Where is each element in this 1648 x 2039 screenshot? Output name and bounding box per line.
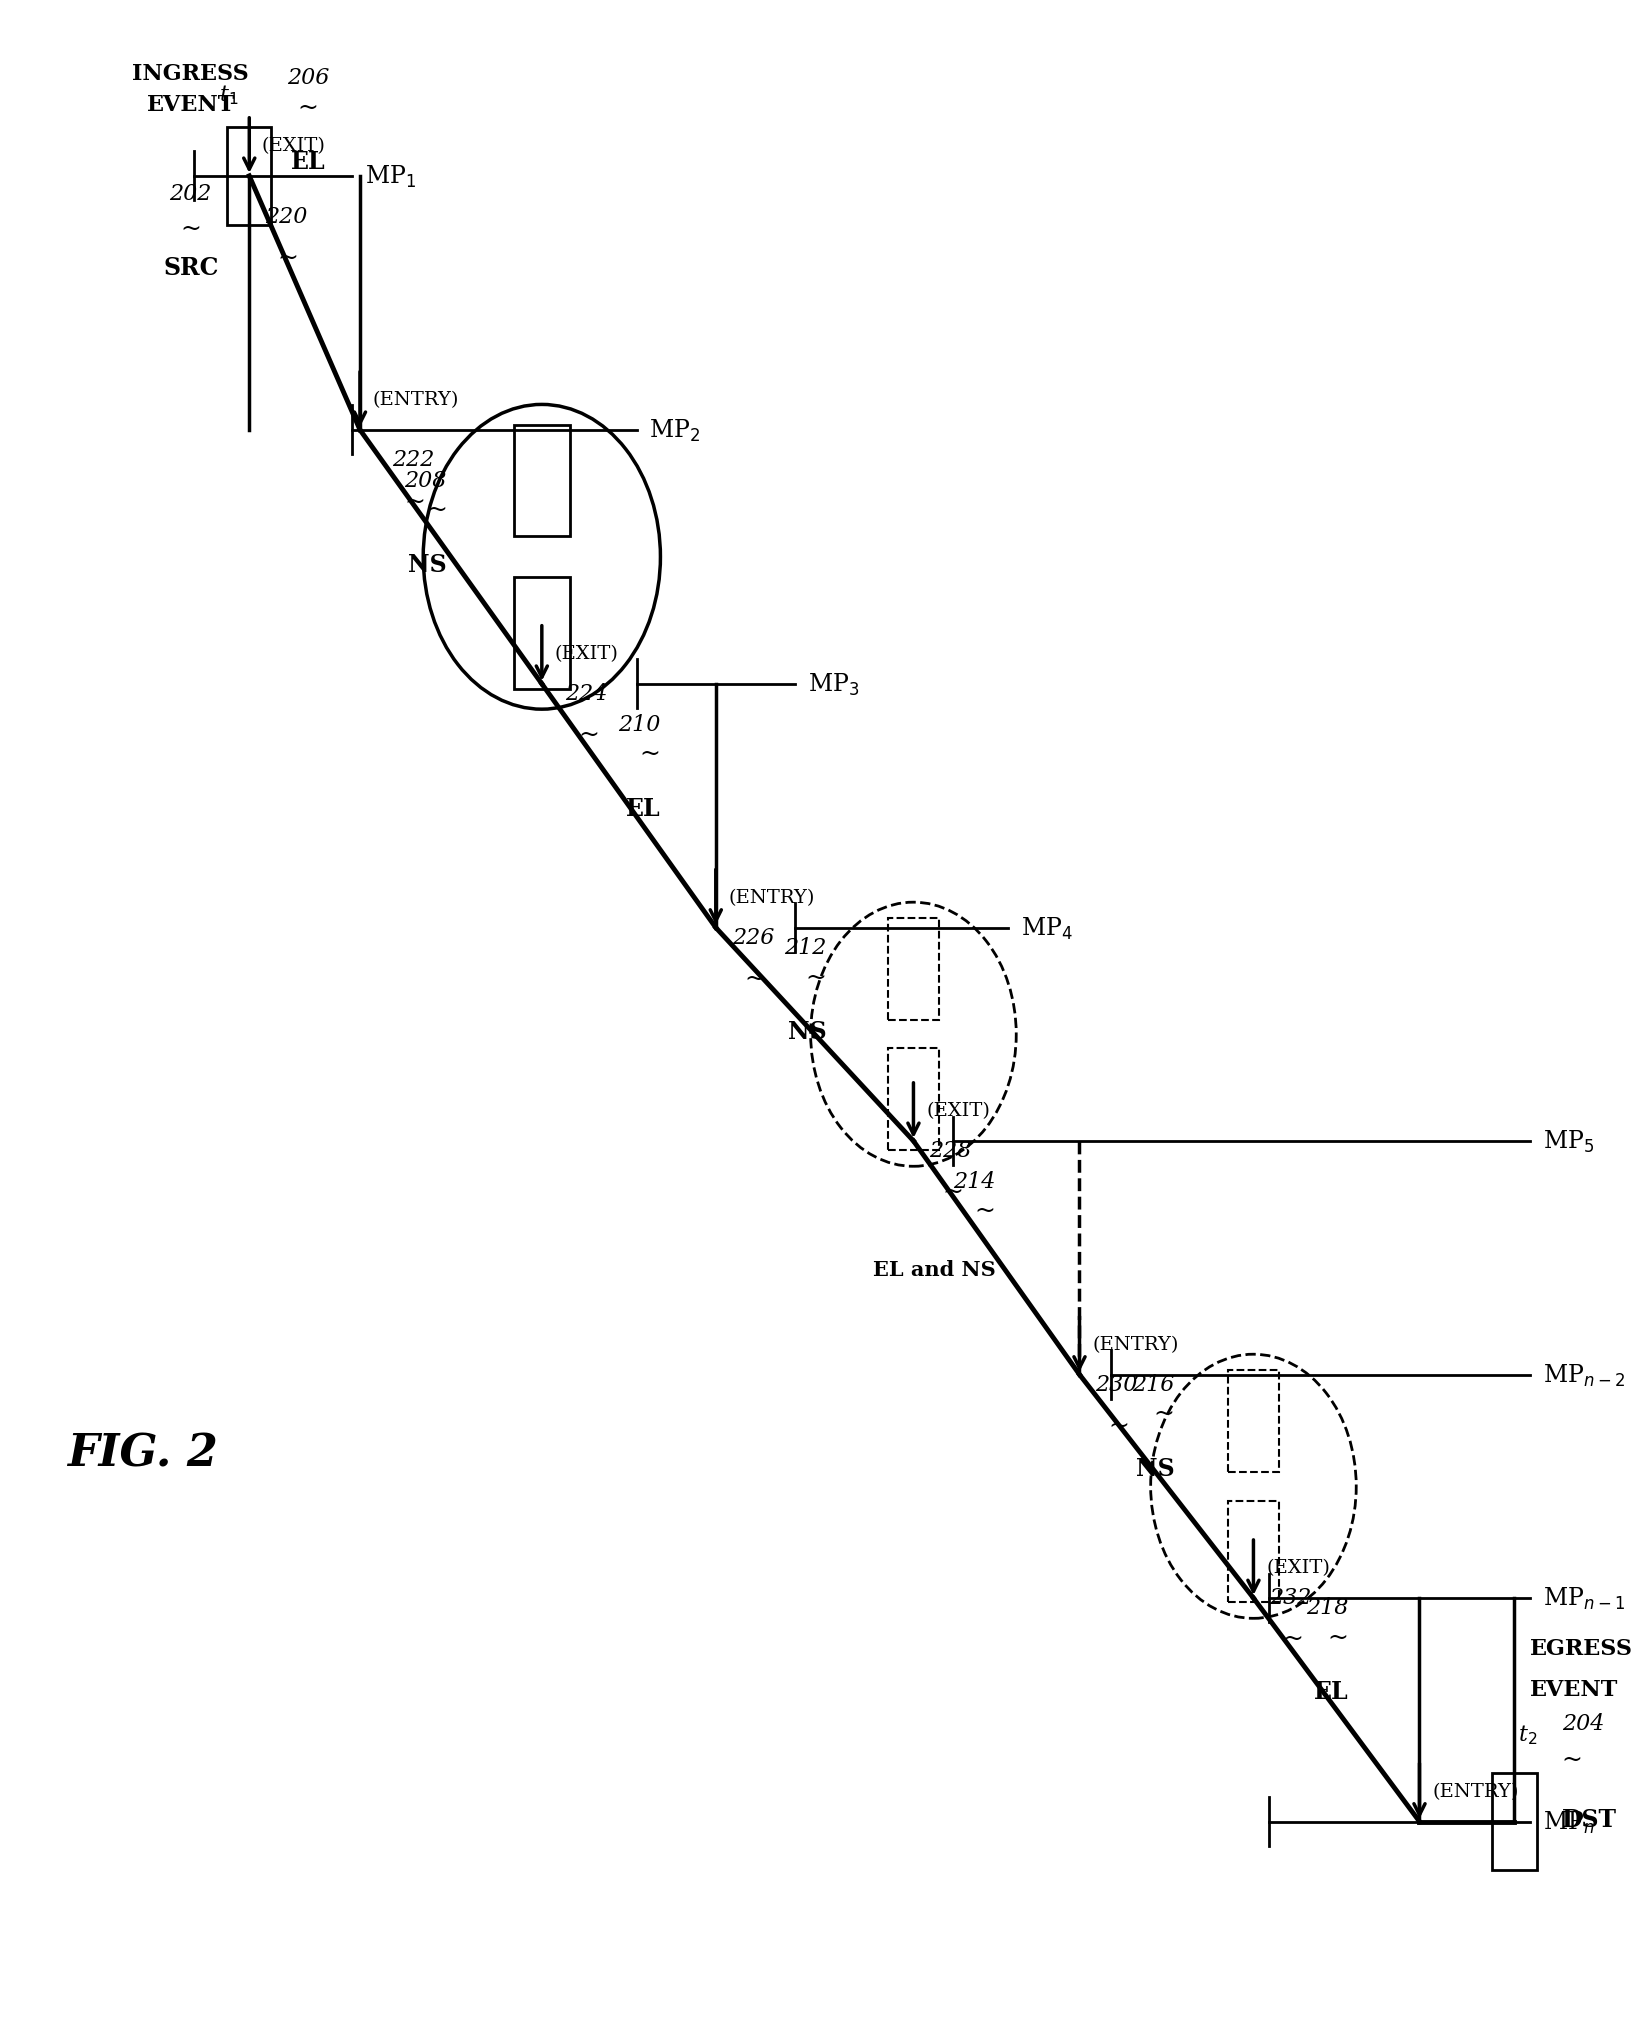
Text: ~: ~ [297,98,318,120]
Text: ~: ~ [1327,1625,1348,1650]
Text: ~: ~ [1107,1415,1129,1437]
Text: 224: 224 [565,683,608,705]
Text: NS: NS [788,1020,827,1044]
Text: 216: 216 [1132,1372,1175,1395]
Text: (EXIT): (EXIT) [554,644,618,663]
Bar [514,426,570,536]
Text: INGRESS: INGRESS [132,63,249,86]
Text: 204: 204 [1562,1713,1604,1735]
Text: EVENT: EVENT [1531,1678,1618,1701]
Text: ~: ~ [1154,1403,1175,1425]
Text: NS: NS [409,553,447,577]
Text: ~: ~ [1282,1627,1304,1650]
Text: MP$_{n-1}$: MP$_{n-1}$ [1543,1584,1625,1611]
Text: 232: 232 [1269,1586,1312,1609]
Text: SRC: SRC [163,257,219,279]
Text: MP$_{n-2}$: MP$_{n-2}$ [1543,1362,1625,1389]
Text: ~: ~ [806,966,827,989]
Text: 206: 206 [287,67,330,90]
Text: 222: 222 [392,449,433,471]
Text: t$_1$: t$_1$ [219,84,239,108]
Text: ~: ~ [943,1181,962,1203]
Text: 228: 228 [929,1140,972,1162]
Text: t$_2$: t$_2$ [1518,1723,1538,1745]
Text: EL: EL [1313,1680,1348,1703]
Text: EL: EL [626,795,661,820]
Text: 208: 208 [404,469,447,491]
Text: ~: ~ [180,218,201,241]
Text: MP$_4$: MP$_4$ [1022,916,1073,942]
Text: EL and NS: EL and NS [873,1260,995,1278]
Text: (ENTRY): (ENTRY) [728,889,814,907]
Text: 212: 212 [784,936,827,958]
Text: 202: 202 [170,184,213,204]
Text: 218: 218 [1305,1597,1348,1619]
Text: ~: ~ [976,1199,995,1223]
Text: NS: NS [1135,1456,1175,1480]
Bar [888,920,939,1020]
Text: DST: DST [1562,1807,1617,1831]
Text: (EXIT): (EXIT) [1266,1558,1330,1576]
Text: ~: ~ [404,489,425,514]
Bar [227,128,272,226]
Text: 210: 210 [618,714,661,736]
Text: FIG. 2: FIG. 2 [68,1431,218,1476]
Bar [1228,1501,1279,1603]
Bar [1228,1370,1279,1472]
Text: ~: ~ [639,742,661,767]
Text: MP$_5$: MP$_5$ [1543,1128,1594,1154]
Text: MP$_2$: MP$_2$ [649,418,700,445]
Text: ~: ~ [427,500,447,522]
Text: 226: 226 [732,926,775,948]
Text: ~: ~ [279,247,298,269]
Text: MP$_n$: MP$_n$ [1543,1809,1595,1835]
Bar [514,577,570,689]
Text: EL: EL [290,151,325,175]
Text: MP$_3$: MP$_3$ [808,671,859,697]
Text: 230: 230 [1096,1372,1137,1395]
Text: (ENTRY): (ENTRY) [1432,1782,1518,1800]
Text: (ENTRY): (ENTRY) [372,391,460,410]
Text: EGRESS: EGRESS [1531,1637,1633,1660]
Bar [1491,1772,1536,1870]
Text: (EXIT): (EXIT) [262,137,326,155]
Text: ~: ~ [745,966,765,991]
Text: 214: 214 [953,1170,995,1193]
Text: (ENTRY): (ENTRY) [1093,1336,1178,1354]
Text: (EXIT): (EXIT) [926,1101,990,1119]
Text: EVENT: EVENT [147,94,236,116]
Bar [888,1048,939,1150]
Text: ~: ~ [1562,1747,1582,1770]
Text: MP$_1$: MP$_1$ [364,163,415,190]
Text: 220: 220 [265,206,308,228]
Text: ~: ~ [578,724,600,746]
